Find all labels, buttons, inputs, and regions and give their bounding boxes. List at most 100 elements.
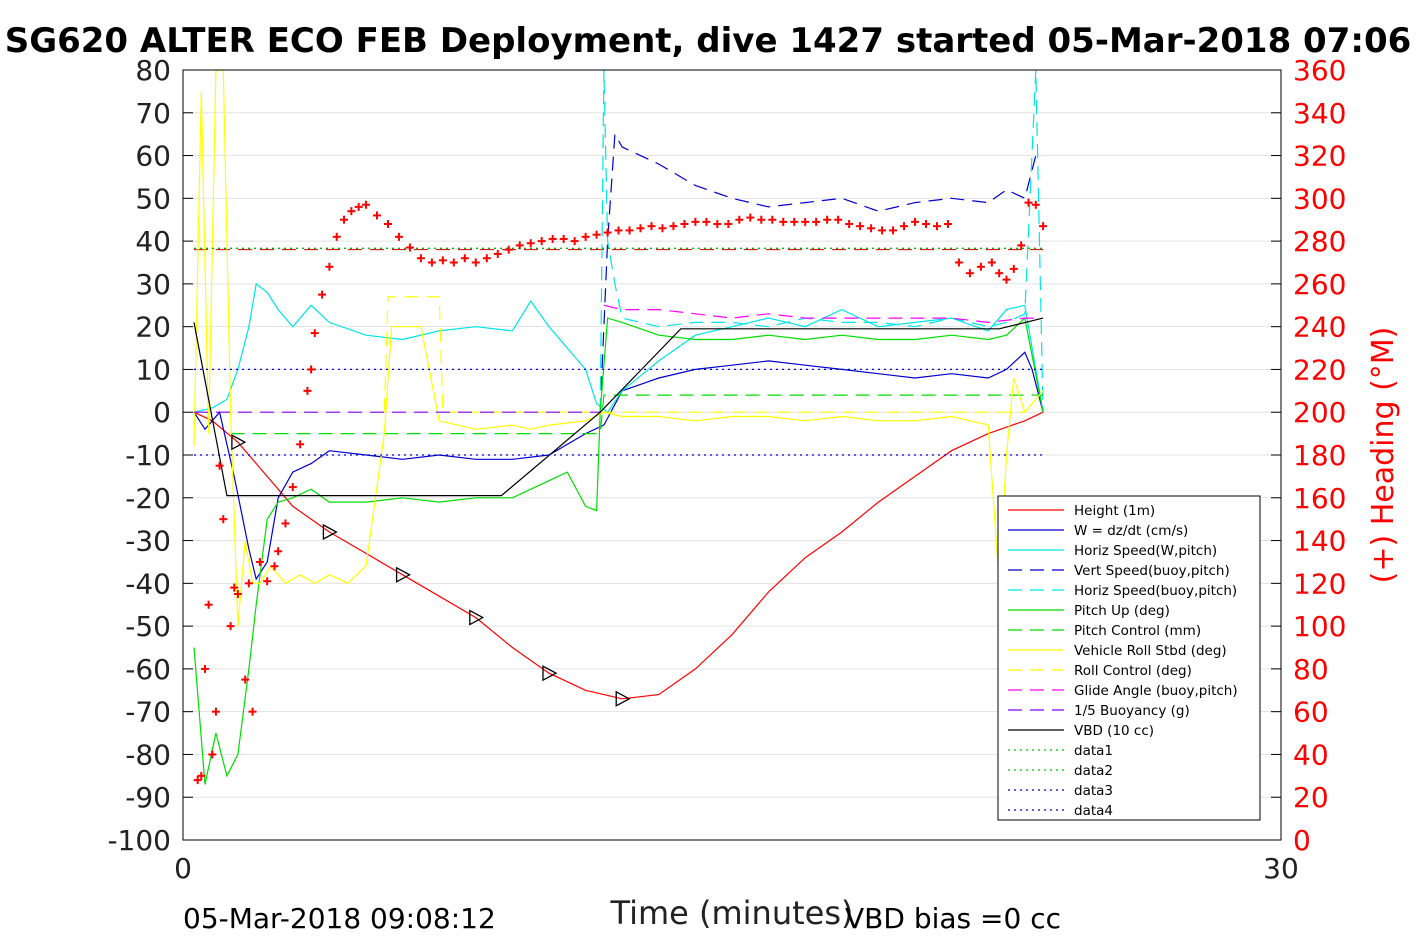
series-line-1 <box>193 411 1044 700</box>
heading-point <box>702 217 711 226</box>
heading-point <box>310 329 319 338</box>
series-line-10 <box>603 304 1036 324</box>
y-tick-label-right: 20 <box>1293 781 1329 814</box>
event-marker <box>322 523 338 541</box>
legend-entry: W = dz/dt (cm/s) <box>1074 523 1188 539</box>
y-tick-label-left: -60 <box>125 653 171 686</box>
heading-point <box>636 224 645 233</box>
chart-title: SG620 ALTER ECO FEB Deployment, dive 142… <box>5 21 1412 61</box>
heading-point <box>504 245 513 254</box>
heading-point <box>779 217 788 226</box>
heading-point <box>288 483 297 492</box>
y-tick-label-right: 0 <box>1293 824 1311 857</box>
heading-point <box>757 215 766 224</box>
legend-entry: Vert Speed(buoy,pitch) <box>1074 563 1230 579</box>
series-layer <box>193 69 1044 785</box>
legend-entry: VBD (10 cc) <box>1074 723 1154 739</box>
y-axis-right: 3603403203002802602402202001801601401201… <box>1271 54 1346 857</box>
y-tick-label-left: -20 <box>125 482 171 515</box>
heading-point <box>713 220 722 228</box>
event-marker <box>469 609 485 626</box>
y-tick-label-right: 240 <box>1293 311 1346 344</box>
heading-point <box>383 220 392 228</box>
heading-point <box>303 386 312 395</box>
heading-point <box>976 262 985 271</box>
y-tick-label-left: 20 <box>135 311 171 344</box>
heading-point <box>200 664 209 673</box>
legend-entry: data3 <box>1074 783 1113 799</box>
heading-point <box>823 215 832 224</box>
heading-point <box>394 232 403 241</box>
y-tick-label-right: 60 <box>1293 696 1329 729</box>
y-tick-label-right: 140 <box>1293 525 1346 558</box>
heading-point <box>768 215 777 224</box>
heading-point <box>340 215 349 224</box>
y-tick-label-left: -10 <box>125 439 171 472</box>
legend-entry: Vehicle Roll Stbd (deg) <box>1074 643 1227 659</box>
heading-point <box>1024 198 1033 207</box>
heading-point <box>845 220 854 228</box>
heading-point <box>570 237 579 246</box>
heading-point <box>900 222 909 231</box>
heading-point <box>790 217 799 226</box>
heading-point <box>1009 264 1018 273</box>
heading-point <box>248 707 257 716</box>
legend-entry: Horiz Speed(buoy,pitch) <box>1074 583 1237 599</box>
heading-point <box>801 217 810 226</box>
heading-point <box>592 230 601 239</box>
heading-point <box>204 600 213 609</box>
y-tick-label-right: 280 <box>1293 225 1346 258</box>
x-tick-label: 30 <box>1263 852 1299 885</box>
heading-point <box>746 213 755 222</box>
y-tick-label-left: 80 <box>135 54 171 87</box>
event-marker <box>542 665 558 682</box>
legend-entry: Roll Control (deg) <box>1074 663 1192 679</box>
heading-point <box>581 232 590 241</box>
y-tick-label-right: 100 <box>1293 610 1346 643</box>
event-markers <box>231 434 631 707</box>
heading-point <box>559 234 568 243</box>
x-axis-label: Time (minutes) <box>610 894 854 932</box>
heading-point <box>332 232 341 241</box>
footer-timestamp: 05-Mar-2018 09:08:12 <box>183 902 496 935</box>
heading-point <box>921 220 930 228</box>
heading-point <box>296 440 305 449</box>
heading-markers <box>193 198 1048 785</box>
heading-point <box>219 515 228 524</box>
heading-point <box>834 215 843 224</box>
x-axis: 0 30 <box>174 830 1299 885</box>
heading-point <box>241 675 250 684</box>
legend-entry: Height (1m) <box>1074 503 1155 519</box>
heading-point <box>856 222 865 231</box>
heading-point <box>274 547 283 556</box>
heading-point <box>548 234 557 243</box>
heading-point <box>889 226 898 235</box>
heading-point <box>515 241 524 250</box>
heading-point <box>354 202 363 211</box>
heading-point <box>372 211 381 220</box>
heading-point <box>197 771 206 780</box>
y-tick-label-left: 70 <box>135 97 171 130</box>
heading-point <box>263 577 272 586</box>
y-tick-label-left: 30 <box>135 268 171 301</box>
y-tick-label-right: 220 <box>1293 353 1346 386</box>
event-marker <box>395 566 411 583</box>
legend-entry: data4 <box>1074 803 1113 819</box>
heading-point <box>215 461 224 470</box>
heading-point <box>493 249 502 258</box>
event-marker <box>615 690 631 707</box>
heading-point <box>362 200 370 209</box>
heading-point <box>625 226 634 235</box>
x-tick-label: 0 <box>174 852 192 885</box>
heading-point <box>1039 222 1048 231</box>
heading-point <box>438 256 447 265</box>
heading-point <box>647 222 656 231</box>
y-tick-label-right: 160 <box>1293 482 1346 515</box>
series-line-2 <box>193 351 1044 581</box>
heading-point <box>867 224 876 233</box>
y-tick-label-left: -40 <box>125 567 171 600</box>
legend-entry: Horiz Speed(W,pitch) <box>1074 543 1217 559</box>
y-tick-label-right: 120 <box>1293 567 1346 600</box>
series-line-4 <box>599 132 1037 413</box>
heading-point <box>1031 200 1040 209</box>
